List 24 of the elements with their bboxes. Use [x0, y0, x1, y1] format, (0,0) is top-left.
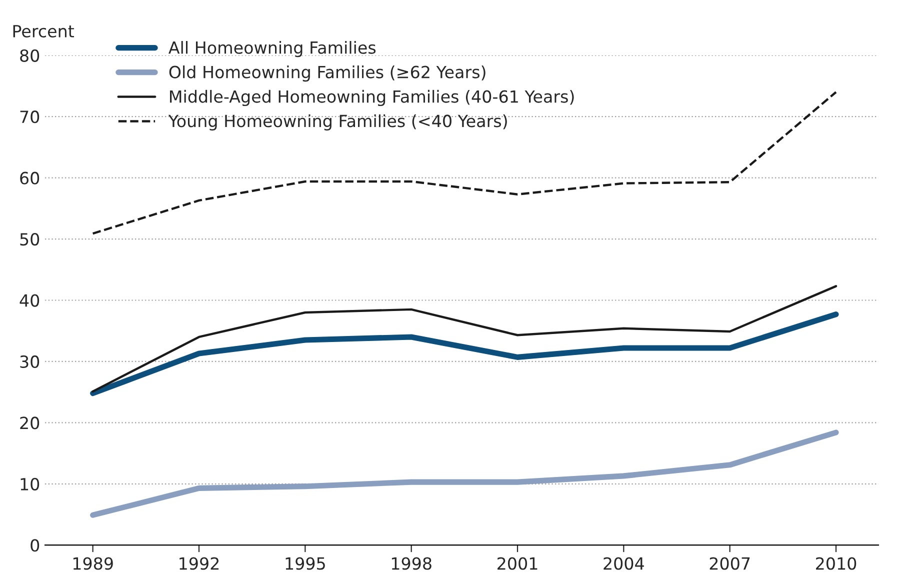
- x-tick-label: 2004: [604, 557, 644, 570]
- x-tick-label: 2007: [710, 557, 750, 570]
- y-tick-label: 40: [20, 294, 40, 307]
- x-tick-label: 2001: [498, 557, 538, 570]
- y-tick-label: 20: [20, 416, 40, 430]
- x-tick-label: 1989: [73, 557, 113, 570]
- legend-label: All Homeowning Families: [168, 41, 376, 58]
- legend-label: Old Homeowning Families (≥62 Years): [169, 65, 486, 82]
- y-tick-label: 80: [20, 49, 40, 62]
- legend-label: Young Homeowning Families (<40 Years): [168, 114, 507, 131]
- y-tick-label: 60: [20, 172, 40, 184]
- y-tick-label: 0: [30, 539, 40, 552]
- y-axis-title: Percent: [13, 25, 74, 38]
- y-tick-label: 50: [20, 232, 40, 246]
- y-tick-label: 10: [20, 478, 40, 490]
- line-series: [92, 285, 838, 393]
- legend-label: Middle-Aged Homeowning Families (40-61 Years): [170, 90, 574, 106]
- y-tick-label: 30: [20, 355, 40, 368]
- x-tick-label: 1998: [392, 557, 432, 570]
- x-tick-label: 1995: [286, 557, 325, 570]
- x-tick-label: 2010: [816, 557, 856, 570]
- line-series: [92, 91, 838, 235]
- y-tick-label: 70: [20, 110, 40, 124]
- x-tick-label: 1992: [180, 557, 219, 570]
